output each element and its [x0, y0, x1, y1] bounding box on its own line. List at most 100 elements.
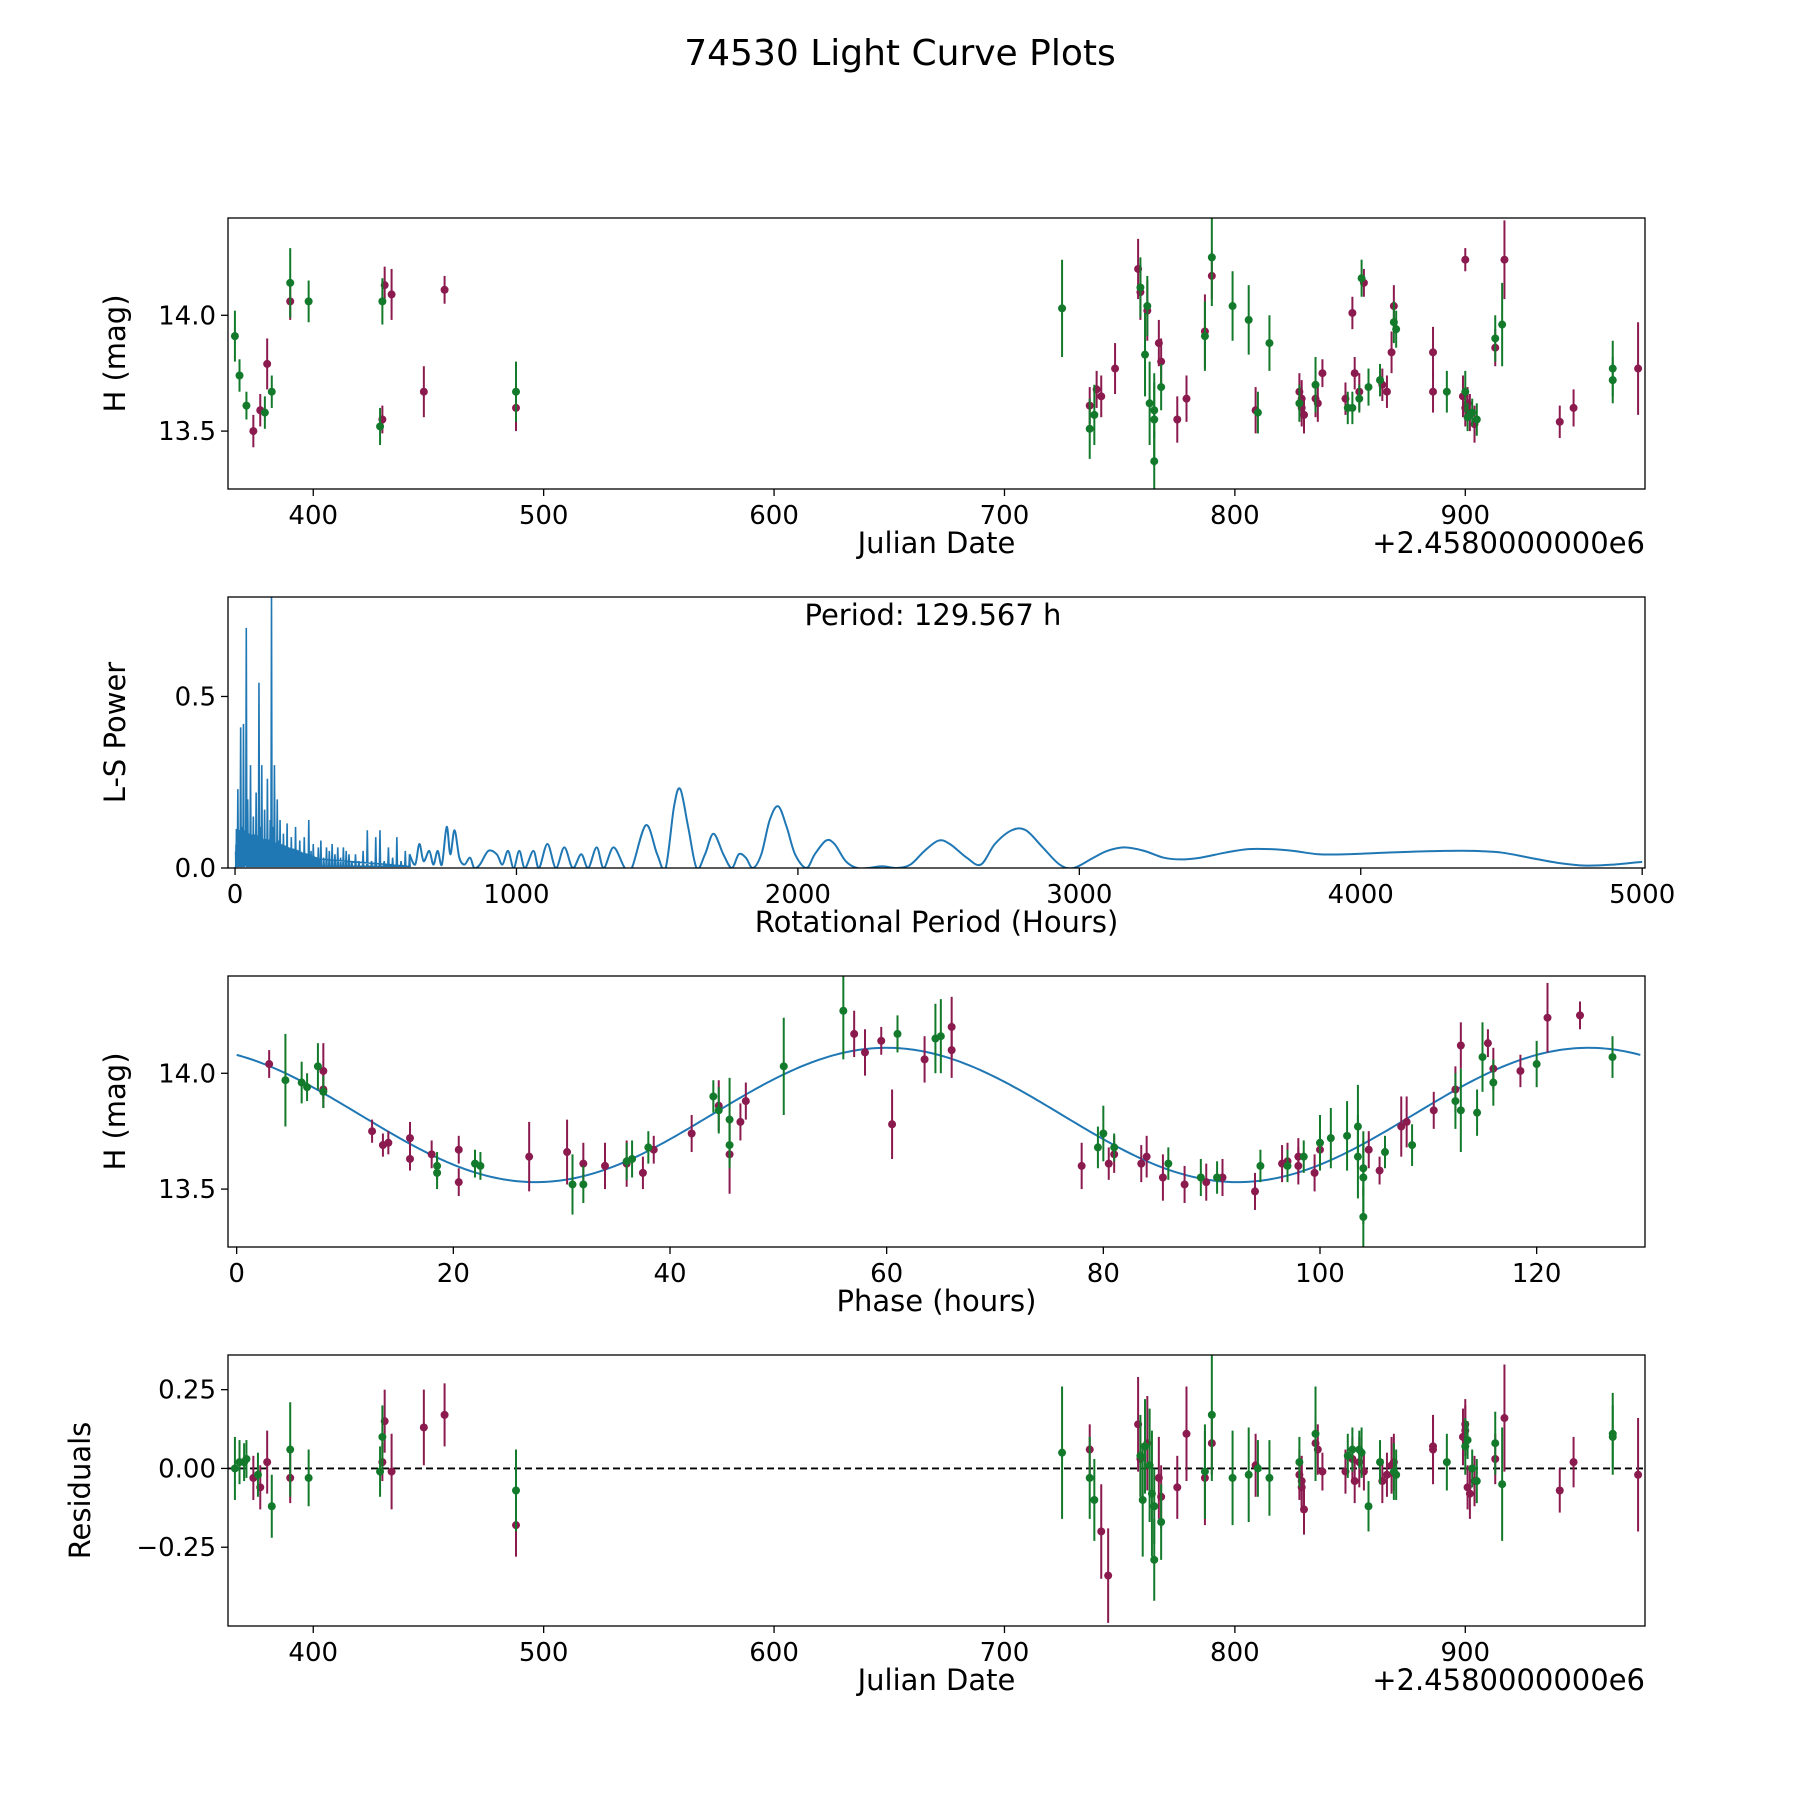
data-point [1348, 1445, 1357, 1454]
data-point [877, 1036, 886, 1045]
x-offset-label: +2.4580000000e6 [1372, 1663, 1645, 1697]
data-point [1228, 302, 1237, 311]
data-point [265, 1060, 274, 1069]
data-point [893, 1029, 902, 1038]
periodogram-frame [227, 596, 1646, 869]
data-point [1442, 387, 1451, 396]
data-point [1375, 1166, 1384, 1175]
data-point [419, 1423, 428, 1432]
data-point [1137, 1159, 1146, 1168]
data-point [1326, 1134, 1335, 1143]
periodogram-short-period-line [234, 597, 411, 868]
data-point [1376, 376, 1385, 385]
data-point [319, 1066, 328, 1075]
data-point [235, 371, 244, 380]
x-tick-label: 800 [1210, 1638, 1260, 1668]
data-point [601, 1161, 609, 1170]
x-tick-label: 400 [288, 501, 338, 531]
x-tick-label: 3000 [1046, 880, 1112, 910]
data-point [1461, 387, 1470, 396]
data-point [304, 1473, 313, 1482]
data-point [1402, 1117, 1411, 1126]
y-tick-label: 0.5 [175, 682, 216, 712]
x-tick-label: 40 [653, 1259, 686, 1289]
data-point [1489, 1078, 1498, 1087]
data-point [1104, 1159, 1113, 1168]
data-point [1397, 1122, 1406, 1131]
data-point [249, 427, 258, 436]
x-tick-label: 0 [228, 1259, 245, 1289]
data-point [1569, 1458, 1578, 1467]
data-point [888, 1120, 897, 1129]
data-point [454, 1178, 463, 1187]
data-point [1364, 1145, 1373, 1154]
data-point [1253, 1464, 1262, 1473]
data-point [1228, 1473, 1237, 1482]
data-point [638, 1168, 647, 1177]
data-point [1429, 348, 1438, 357]
data-point [476, 1161, 485, 1170]
data-point [1461, 255, 1470, 264]
y-tick-label: 13.5 [158, 1175, 216, 1205]
data-point [1343, 1131, 1352, 1140]
data-point [779, 1062, 788, 1071]
data-point [1251, 1187, 1259, 1196]
data-point [1182, 1429, 1191, 1438]
data-point [1143, 302, 1152, 311]
figure-title: 74530 Light Curve Plots [684, 33, 1116, 74]
data-point [286, 1445, 295, 1454]
x-axis-label: Julian Date [856, 1663, 1016, 1697]
data-point [1429, 1442, 1438, 1451]
y-axis-label: H (mag) [98, 294, 132, 412]
data-point [1141, 1442, 1150, 1451]
data-point [512, 387, 521, 396]
data-point [1196, 1173, 1205, 1182]
y-tick-label: 14.0 [158, 1059, 216, 1089]
periodogram-panel: 0 1000 2000 3000 4000 5000 0.0 0.5 Rotational Pe… [98, 596, 1675, 939]
data-point [1158, 1173, 1167, 1182]
data-point [1473, 1108, 1482, 1117]
data-point [1608, 364, 1617, 373]
lightcurve-frame [227, 217, 1646, 490]
data-point [725, 1115, 734, 1124]
data-point [1173, 415, 1182, 424]
data-point [579, 1180, 588, 1189]
period-annotation: Period: 129.567 h [805, 598, 1062, 632]
data-point [1408, 1141, 1417, 1150]
data-point [1265, 1473, 1274, 1482]
y-axis-label: Residuals [63, 1422, 97, 1560]
data-point [1244, 315, 1253, 324]
data-point [1097, 392, 1106, 401]
data-point [253, 1470, 262, 1479]
data-point [1359, 1164, 1368, 1173]
y-tick-label: 0.00 [158, 1454, 216, 1484]
data-point [1465, 1489, 1474, 1498]
data-point [1634, 364, 1643, 373]
residuals-frame [227, 1354, 1646, 1627]
x-axis-label: Phase (hours) [837, 1284, 1037, 1318]
data-point [230, 332, 239, 341]
data-point [297, 1078, 306, 1087]
data-point [1382, 387, 1391, 396]
data-point [1353, 1152, 1362, 1161]
data-point [1157, 1518, 1166, 1527]
data-point [628, 1154, 637, 1163]
data-point [1608, 1429, 1617, 1438]
data-point [1093, 1143, 1102, 1152]
data-point [1310, 1168, 1319, 1177]
data-point [286, 278, 295, 287]
periodogram-plot-area [234, 597, 1643, 868]
x-tick-label: 5000 [1609, 880, 1675, 910]
x-tick-label: 700 [980, 501, 1030, 531]
data-point [1392, 1470, 1401, 1479]
data-point [1348, 308, 1357, 317]
data-point [579, 1159, 588, 1168]
data-point [1085, 424, 1094, 433]
data-point [387, 290, 396, 299]
x-tick-label: 80 [1087, 1259, 1120, 1289]
data-point [1543, 1013, 1552, 1022]
x-tick-label: 4000 [1328, 880, 1394, 910]
data-point [230, 1464, 239, 1473]
x-tick-label: 900 [1440, 1638, 1490, 1668]
data-point [1150, 457, 1159, 466]
